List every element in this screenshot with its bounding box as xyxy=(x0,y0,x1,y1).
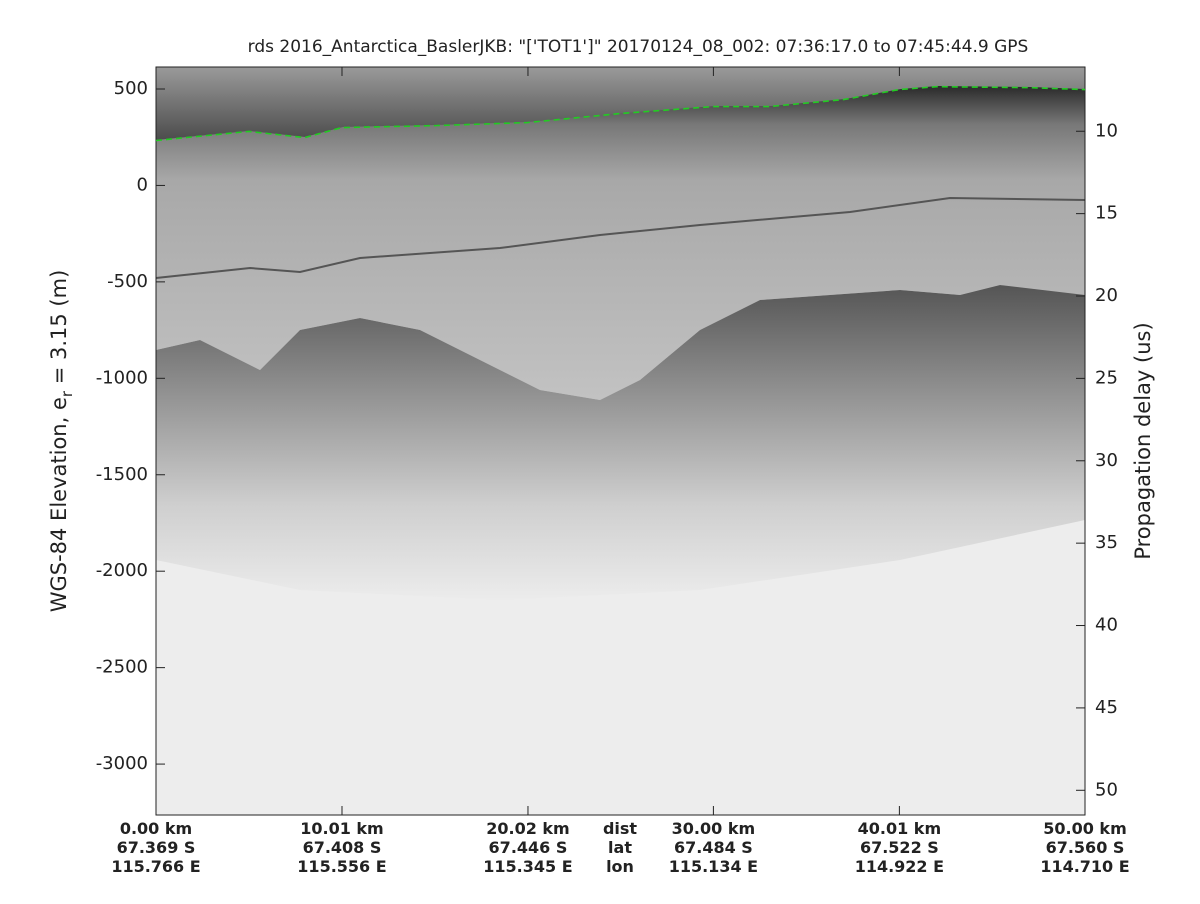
lat-label: 67.408 S xyxy=(303,838,382,857)
x-tick-label: 30.00 km xyxy=(672,819,756,838)
y2-tick-label: 10 xyxy=(1095,120,1118,141)
x-tick-label: 10.01 km xyxy=(300,819,384,838)
lat-label: 67.369 S xyxy=(117,838,196,857)
y-tick-label: -3000 xyxy=(96,753,148,774)
y-tick-label: -2500 xyxy=(96,657,148,678)
y2-tick-label: 30 xyxy=(1095,450,1118,471)
lon-label: 115.766 E xyxy=(111,857,200,876)
lon-label: 115.556 E xyxy=(297,857,386,876)
y-tick-label: -1500 xyxy=(96,464,148,485)
lon-label: 114.922 E xyxy=(855,857,944,876)
surface-line xyxy=(155,85,1086,142)
y2-tick-label: 25 xyxy=(1095,367,1118,388)
y2-tick-label: 50 xyxy=(1095,779,1118,800)
lat-label: 67.522 S xyxy=(860,838,939,857)
y2-tick-label: 35 xyxy=(1095,532,1118,553)
lon-label: 115.134 E xyxy=(669,857,758,876)
echogram-image xyxy=(155,66,1086,816)
y-tick-label: -1000 xyxy=(96,367,148,388)
row-label: dist xyxy=(603,819,637,838)
x-tick-label: 40.01 km xyxy=(858,819,942,838)
y2-axis-label: Propagation delay (us) xyxy=(1131,322,1155,559)
row-label: lon xyxy=(606,857,634,876)
lon-label: 115.345 E xyxy=(483,857,572,876)
chart-title: rds 2016_Antarctica_BaslerJKB: "['TOT1']… xyxy=(248,37,1029,57)
y-label-part: = 3.15 (m) xyxy=(47,270,71,391)
x-tick-label: 0.00 km xyxy=(120,819,192,838)
y2-tick-label: 45 xyxy=(1095,697,1118,718)
lon-label: 114.710 E xyxy=(1040,857,1129,876)
lat-label: 67.560 S xyxy=(1046,838,1125,857)
y-tick-label: -500 xyxy=(107,271,148,292)
lat-label: 67.484 S xyxy=(674,838,753,857)
y-label-part: WGS-84 Elevation, e xyxy=(47,397,71,612)
x-tick-label: 50.00 km xyxy=(1043,819,1127,838)
y-tick-label: 500 xyxy=(114,78,148,99)
lat-label: 67.446 S xyxy=(489,838,568,857)
y-axis-label: WGS-84 Elevation, er = 3.15 (m) xyxy=(47,270,76,613)
y-tick-label: 0 xyxy=(137,174,148,195)
x-tick-label: 20.02 km xyxy=(486,819,570,838)
row-label: lat xyxy=(608,838,632,857)
y2-tick-label: 20 xyxy=(1095,285,1118,306)
y2-tick-label: 40 xyxy=(1095,615,1118,636)
y-label-sub: r xyxy=(58,390,76,397)
y-tick-label: -2000 xyxy=(96,560,148,581)
y2-tick-label: 15 xyxy=(1095,203,1118,224)
